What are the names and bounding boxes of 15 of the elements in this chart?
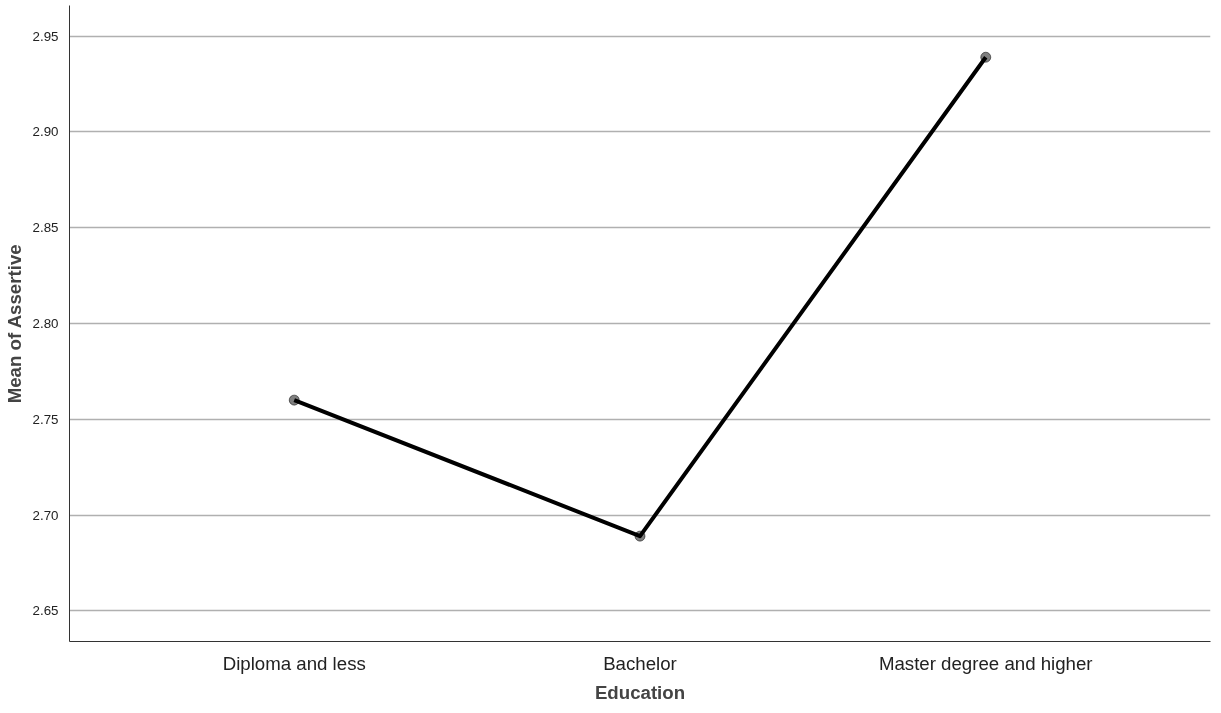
y-tick-label: 2.85: [32, 220, 59, 236]
y-tick-label: 2.65: [32, 603, 59, 619]
y-tick-label: 2.75: [32, 411, 59, 427]
y-axis-title: Mean of Assertive: [3, 244, 25, 404]
y-tick-label: 2.95: [32, 28, 59, 44]
point: [980, 51, 992, 63]
y-tick-label: 2.90: [32, 124, 59, 140]
y-tick-label: 2.70: [32, 507, 59, 523]
x-tick-label: Diploma and less: [222, 652, 366, 674]
y-tick-label: 2.80: [32, 316, 59, 331]
point: [288, 394, 300, 406]
x-axis-title: Education: [594, 681, 686, 703]
x-tick-label: Bachelor: [603, 652, 677, 674]
point: [634, 530, 646, 542]
x-tick-label: Master degree and higher: [878, 652, 1093, 674]
